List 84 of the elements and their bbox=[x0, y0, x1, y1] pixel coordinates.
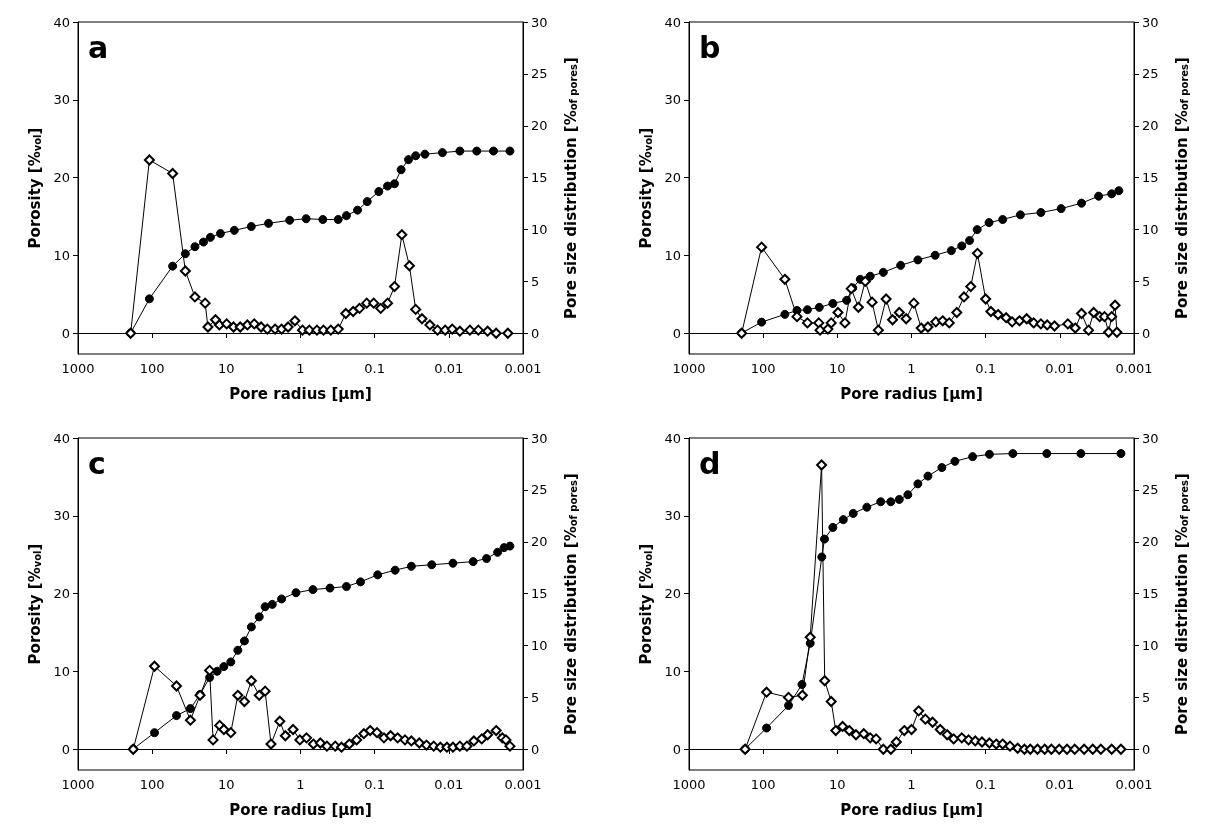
y-tick-label: 30 bbox=[664, 508, 681, 524]
x-tick-label: 10 bbox=[218, 777, 235, 792]
x-tick-label: 0.01 bbox=[434, 361, 464, 376]
annotation: a bbox=[88, 29, 109, 65]
y-tick-label: 30 bbox=[664, 92, 681, 108]
annotation: d bbox=[699, 445, 721, 481]
y2-tick-label: 25 bbox=[1142, 482, 1159, 498]
x-tick-label: 100 bbox=[139, 361, 165, 376]
x-tick-label: 100 bbox=[750, 361, 776, 376]
x-tick-label: 1 bbox=[907, 361, 916, 376]
y-tick-label: 30 bbox=[53, 508, 70, 524]
y-tick-label: 0 bbox=[61, 741, 70, 757]
x-axis-title: Pore radius [µm] bbox=[229, 384, 372, 403]
y2-tick-label: 25 bbox=[1142, 66, 1159, 82]
x-tick-label: 100 bbox=[750, 777, 776, 792]
y-tick-label: 40 bbox=[53, 430, 70, 446]
y2-tick-label: 20 bbox=[531, 118, 548, 134]
y2-tick-label: 10 bbox=[531, 222, 548, 237]
annotation: c bbox=[88, 445, 106, 481]
y2-tick-label: 25 bbox=[531, 66, 548, 82]
y2-tick-label: 5 bbox=[531, 273, 540, 289]
x-tick-label: 0.01 bbox=[1045, 361, 1075, 376]
y-tick-label: 40 bbox=[664, 430, 681, 446]
x-tick-label: 100 bbox=[139, 777, 165, 792]
y-tick-label: 10 bbox=[664, 247, 681, 263]
x-tick-label: 0.01 bbox=[1045, 777, 1075, 792]
y2-tick-label: 15 bbox=[531, 586, 548, 602]
x-tick-label: 0.001 bbox=[1115, 777, 1153, 792]
y-tick-label: 30 bbox=[53, 92, 70, 108]
y2-tick-label: 5 bbox=[531, 689, 540, 705]
y-tick-label: 20 bbox=[664, 170, 681, 185]
x-tick-label: 0.001 bbox=[1115, 361, 1153, 376]
y2-tick-label: 5 bbox=[1142, 273, 1151, 289]
y-tick-label: 0 bbox=[672, 741, 681, 757]
y2-tick-label: 0 bbox=[1142, 325, 1151, 341]
x-axis-title: Pore radius [µm] bbox=[840, 800, 983, 819]
y-tick-label: 0 bbox=[672, 325, 681, 341]
y2-tick-label: 20 bbox=[1142, 118, 1159, 134]
y-tick-label: 20 bbox=[53, 170, 70, 185]
x-tick-label: 1000 bbox=[672, 361, 706, 376]
x-tick-label: 1000 bbox=[672, 777, 706, 792]
x-tick-label: 0.1 bbox=[364, 777, 386, 792]
x-tick-label: 0.01 bbox=[434, 777, 464, 792]
annotation: b bbox=[699, 29, 721, 65]
y2-tick-label: 0 bbox=[1142, 741, 1151, 757]
x-tick-label: 1000 bbox=[61, 777, 95, 792]
x-tick-label: 10 bbox=[829, 361, 846, 376]
y-tick-label: 10 bbox=[664, 663, 681, 679]
y2-tick-label: 15 bbox=[1142, 586, 1159, 602]
x-tick-label: 0.1 bbox=[975, 777, 997, 792]
y2-tick-label: 30 bbox=[1142, 14, 1159, 30]
y2-tick-label: 20 bbox=[1142, 534, 1159, 550]
y2-tick-label: 10 bbox=[531, 638, 548, 653]
y-tick-label: 40 bbox=[53, 14, 70, 30]
y-tick-label: 0 bbox=[61, 325, 70, 341]
x-tick-label: 1000 bbox=[61, 361, 95, 376]
y2-tick-label: 5 bbox=[1142, 689, 1151, 705]
y-tick-label: 10 bbox=[53, 247, 70, 263]
y2-tick-label: 20 bbox=[531, 534, 548, 550]
x-tick-label: 0.1 bbox=[975, 361, 997, 376]
y2-tick-label: 0 bbox=[531, 325, 540, 341]
x-tick-label: 1 bbox=[296, 361, 305, 376]
x-tick-label: 10 bbox=[829, 777, 846, 792]
x-axis-title: Pore radius [µm] bbox=[229, 800, 372, 819]
y2-tick-label: 30 bbox=[531, 14, 548, 30]
x-tick-label: 1 bbox=[907, 777, 916, 792]
x-tick-label: 0.1 bbox=[364, 361, 386, 376]
y2-tick-label: 10 bbox=[1142, 638, 1159, 653]
x-tick-label: 10 bbox=[218, 361, 235, 376]
y-tick-label: 40 bbox=[664, 14, 681, 30]
y2-tick-label: 15 bbox=[1142, 170, 1159, 186]
y-tick-label: 20 bbox=[664, 586, 681, 601]
x-tick-label: 0.001 bbox=[504, 361, 542, 376]
x-tick-label: 1 bbox=[296, 777, 305, 792]
y2-tick-label: 25 bbox=[531, 482, 548, 498]
y-tick-label: 10 bbox=[53, 663, 70, 679]
x-tick-label: 0.001 bbox=[504, 777, 542, 792]
y2-tick-label: 10 bbox=[1142, 222, 1159, 237]
y2-tick-label: 30 bbox=[531, 430, 548, 446]
y-tick-label: 20 bbox=[53, 586, 70, 601]
y2-tick-label: 30 bbox=[1142, 430, 1159, 446]
x-axis-title: Pore radius [µm] bbox=[840, 384, 983, 403]
y2-tick-label: 15 bbox=[531, 170, 548, 186]
y2-tick-label: 0 bbox=[531, 741, 540, 757]
